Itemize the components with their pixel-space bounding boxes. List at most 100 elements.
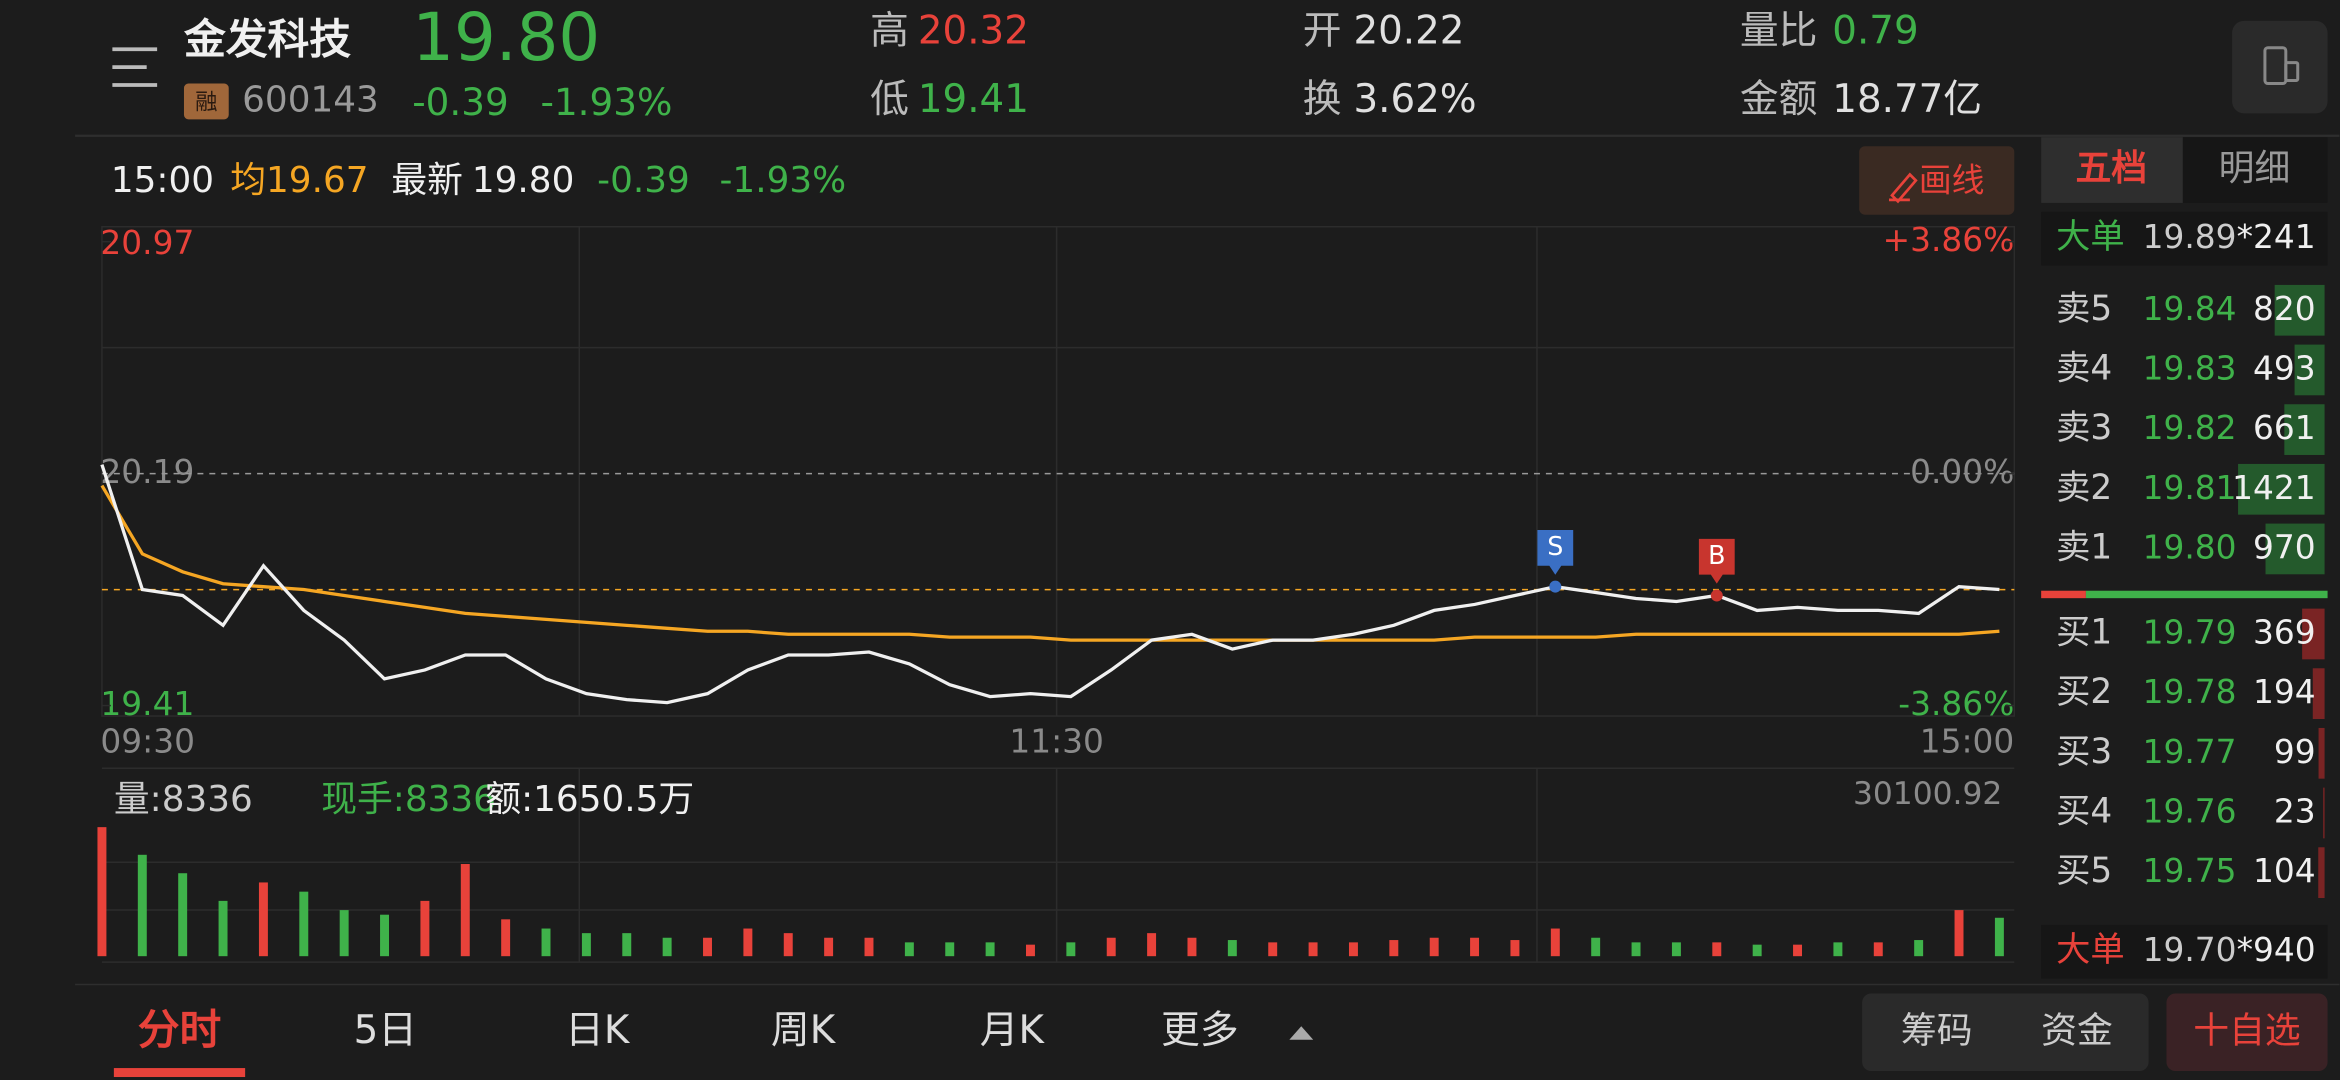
x-tick-label: 09:30 (100, 722, 195, 760)
big-order-volume: *940 (2237, 931, 2316, 969)
level-volume: 194 (2253, 673, 2316, 711)
volume-bar (985, 942, 995, 957)
tab[interactable]: 分时 (138, 1005, 222, 1054)
volume-bar (1026, 944, 1035, 957)
high: 20.32 (918, 8, 1029, 53)
volume-bar (218, 900, 228, 957)
hand-label: 现手:8336 (321, 779, 496, 820)
volume-bar (1873, 942, 1883, 957)
level-volume: 1421 (2232, 469, 2315, 507)
high-label: 高 (870, 8, 909, 53)
volume-bar (2265, 523, 2325, 575)
change-pct: -1.93% (540, 80, 672, 124)
amount-label: 金额 (1740, 77, 1818, 122)
volume-bar (1550, 928, 1560, 957)
volume-bar (1671, 942, 1681, 957)
stock-code: 600143 (242, 79, 379, 120)
change: -0.39 (412, 80, 508, 124)
open-label: 开 (1303, 8, 1342, 53)
book-tab[interactable]: 明细 (2219, 148, 2291, 189)
level-label: 买2 (2056, 672, 2112, 712)
level-volume: 104 (2253, 852, 2316, 890)
device-button[interactable] (2232, 20, 2328, 114)
volume-bar (1752, 944, 1762, 957)
stock-name: 金发科技 (184, 14, 351, 63)
level-label: 卖3 (2056, 408, 2112, 448)
level-price: 19.82 (2143, 409, 2237, 447)
button-bg (1862, 993, 2149, 1072)
level-price: 19.77 (2143, 733, 2237, 771)
volume-bar (97, 827, 107, 957)
y2-tick-label: 0.00% (1910, 453, 2014, 491)
level-volume: 99 (2274, 733, 2316, 771)
volume-bar (541, 928, 551, 957)
tab[interactable]: 5日 (354, 1008, 417, 1053)
volume-bar (1106, 937, 1116, 957)
level-label: 卖5 (2056, 289, 2112, 329)
avg: 19.67 (266, 160, 368, 201)
vol-ratio-label: 量比 (1740, 8, 1818, 53)
volume-bar (904, 942, 914, 957)
draw-button[interactable]: 画线 (1859, 146, 2015, 215)
volume-bar (945, 942, 955, 957)
draw-button-label: 画线 (1919, 161, 1985, 199)
volume-bar (2323, 787, 2325, 839)
big-order-label: 大单 (2056, 217, 2125, 257)
funds-button[interactable]: 资金 (2041, 1010, 2113, 1051)
volume-bar (2302, 608, 2325, 660)
volume-bar (2318, 847, 2325, 899)
tab[interactable]: 月K (980, 1008, 1046, 1053)
volume-bar (380, 914, 390, 957)
tab[interactable]: 日K (565, 1008, 631, 1053)
volume-bar (1227, 940, 1237, 957)
level-label: 买3 (2056, 732, 2112, 772)
y-tick-label: 20.19 (100, 453, 194, 491)
y2-tick-label: -3.86% (1898, 685, 2014, 723)
watch-button[interactable]: 十自选 (2193, 1010, 2300, 1051)
volume-bar (662, 937, 672, 957)
level-label: 买1 (2056, 612, 2112, 652)
level-price: 19.78 (2143, 673, 2237, 711)
level-label: 买5 (2056, 851, 2112, 891)
tab[interactable]: 周K (771, 1008, 837, 1053)
badge: 融 (195, 89, 217, 115)
level-price: 19.75 (2143, 852, 2237, 890)
y2-tick-label: +3.86% (1883, 221, 2015, 259)
level-label: 卖1 (2056, 527, 2112, 567)
volume-bar (258, 882, 268, 957)
volume-chart: 量:8336 现手:8336 额:1650.5万 30100.92 (97, 767, 2015, 963)
vol-ratio: 0.79 (1832, 8, 1918, 53)
big-order-label: 大单 (2056, 930, 2125, 970)
volume-bar (1066, 942, 1076, 957)
volume-bar (1348, 942, 1358, 957)
latest: 19.80 (472, 160, 574, 201)
low: 19.41 (918, 77, 1029, 122)
volume-bar (1914, 940, 1924, 957)
volume-bar (1954, 910, 1964, 957)
price-line (100, 464, 2000, 705)
order-book: 五档 明细 大单 19.89 *241 大单 19.70 *940 卖5 19.8… (2041, 137, 2328, 979)
volume-bar (1389, 940, 1399, 957)
chips-button[interactable]: 筹码 (1901, 1010, 1973, 1051)
level-volume: 820 (2253, 290, 2316, 328)
level-volume: 23 (2274, 792, 2316, 830)
trade-dot (1710, 589, 1723, 602)
vol-amount-label: 额:1650.5万 (485, 779, 694, 820)
trade-dot (1549, 580, 1562, 593)
volume-bar (2274, 284, 2325, 336)
price: 19.80 (412, 0, 600, 76)
volume-bar (783, 933, 793, 957)
level-volume: 493 (2253, 349, 2316, 387)
volume-bar (178, 873, 188, 957)
volume-bar (824, 937, 834, 957)
vol-label: 量:8336 (114, 779, 253, 820)
low-label: 低 (870, 77, 909, 122)
trade-flag (1537, 529, 1574, 575)
latest-label: 最新 (391, 160, 463, 201)
ratio-bar (2085, 590, 2328, 599)
book-tab[interactable]: 五档 (2075, 148, 2147, 189)
y-tick-label: 20.97 (100, 224, 194, 262)
tab[interactable]: 更多 (1161, 1008, 1239, 1053)
menu-icon[interactable] (112, 47, 158, 87)
